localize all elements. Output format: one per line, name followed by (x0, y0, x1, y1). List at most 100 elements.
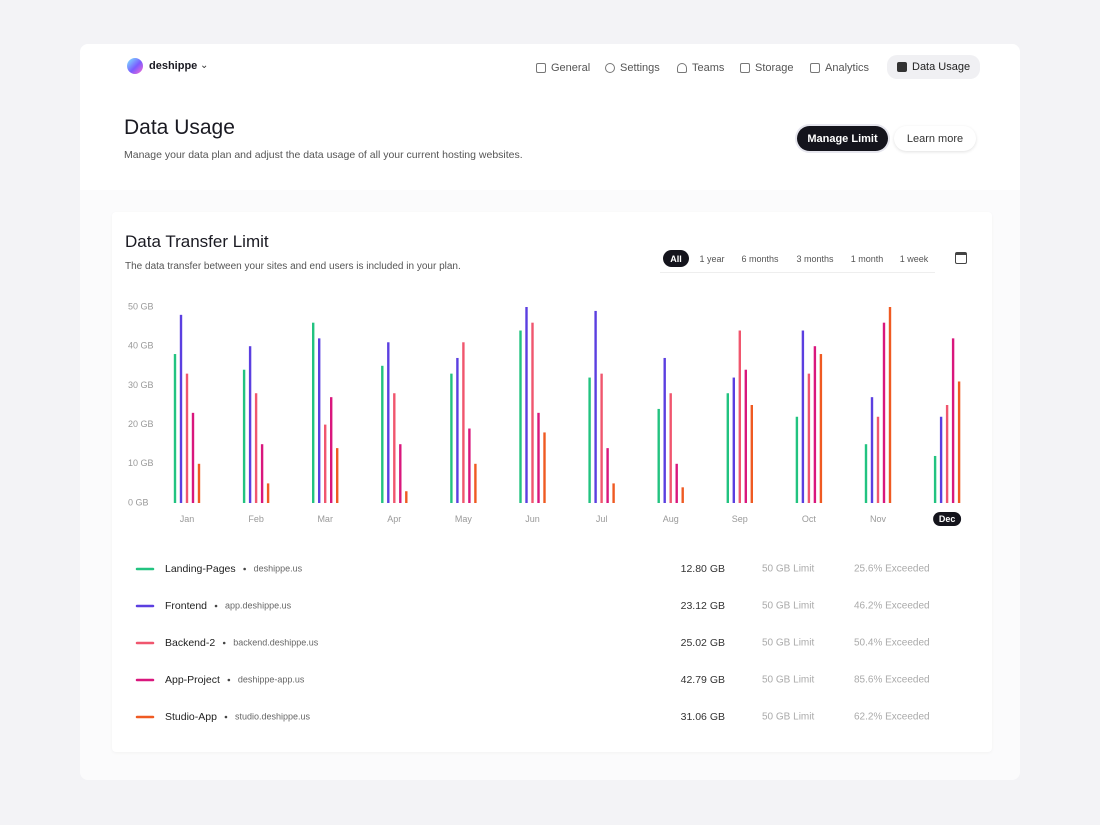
legend-name: Landing-Pages (165, 563, 236, 575)
filter-option[interactable]: 3 months (796, 253, 834, 264)
bar (242, 369, 246, 503)
usage: 31.06 GB (681, 711, 725, 723)
bar (594, 310, 597, 503)
nav-icon (897, 62, 907, 72)
bar (381, 365, 384, 503)
bar (750, 405, 753, 503)
y-tick-label: 30 GB (128, 380, 154, 390)
legend-domain: deshippe-app.us (238, 674, 305, 684)
bar (612, 483, 615, 503)
separator-dot (222, 641, 226, 645)
x-tick-label: Mar (317, 514, 333, 524)
bar (318, 338, 321, 503)
separator-dot (227, 678, 231, 682)
usage: 23.12 GB (681, 600, 725, 612)
x-tick-label: Sep (732, 514, 748, 524)
legend-name: Backend-2 (165, 637, 215, 649)
nav-icon (677, 63, 687, 73)
bar (191, 412, 195, 503)
filter-option[interactable]: 1 month (850, 253, 884, 264)
usage: 42.79 GB (681, 674, 725, 686)
bar (600, 373, 603, 503)
filter-option[interactable]: 1 week (899, 253, 929, 264)
bar (819, 354, 823, 503)
bar (888, 307, 892, 503)
bar (726, 393, 729, 503)
bar (387, 342, 390, 503)
limit: 50 GB Limit (762, 675, 814, 686)
nav-icon (536, 63, 546, 73)
bar (870, 397, 874, 503)
y-tick-label: 40 GB (128, 341, 154, 351)
bar (543, 432, 546, 503)
x-tick-label: Feb (248, 514, 264, 524)
limit: 50 GB Limit (762, 601, 814, 612)
x-tick-highlight (933, 512, 962, 526)
y-tick-label: 50 GB (128, 301, 154, 311)
bar (324, 424, 327, 503)
bar (681, 487, 684, 503)
nav-item[interactable]: Analytics (810, 58, 869, 78)
legend-domain: deshippe.us (254, 563, 303, 573)
legend-domain: backend.deshippe.us (233, 637, 319, 647)
bar (663, 357, 666, 503)
bar (519, 330, 522, 503)
legend-name: App-Project (165, 674, 220, 686)
bar (197, 463, 201, 503)
nav-item[interactable]: Settings (605, 58, 660, 78)
nav-item[interactable]: Teams (677, 58, 724, 78)
bar (945, 405, 949, 503)
bar (336, 448, 339, 503)
time-filter-bar (660, 249, 935, 273)
panel-title: Data Transfer Limit (125, 232, 269, 251)
separator-dot (214, 604, 218, 608)
nav-label: Data Usage (912, 61, 971, 73)
nav-label: Teams (692, 62, 725, 74)
bar (531, 322, 534, 503)
limit: 50 GB Limit (762, 638, 814, 649)
filter-option[interactable]: 1 year (699, 253, 725, 264)
nav-label: Storage (755, 62, 794, 74)
nav-label: Analytics (825, 62, 870, 74)
bar (813, 346, 817, 503)
legend-name: Frontend (165, 600, 207, 612)
page-title: Data Usage (124, 116, 235, 139)
bar (675, 463, 678, 503)
bar (393, 393, 396, 503)
learn-more-button[interactable]: Learn more (894, 126, 976, 151)
usage: 25.02 GB (681, 637, 725, 649)
bar (330, 397, 333, 503)
usage: 12.80 GB (681, 563, 725, 575)
brand-name[interactable]: deshippe (149, 60, 198, 72)
nav-item[interactable]: General (536, 58, 590, 78)
bar (795, 416, 799, 503)
exceeded: 50.4% Exceeded (854, 638, 930, 649)
bar (951, 338, 955, 503)
bar (876, 416, 880, 503)
bar (606, 448, 609, 503)
nav-item[interactable]: Storage (740, 58, 794, 78)
filter-selected[interactable]: All (663, 250, 689, 267)
chart-panel (112, 212, 992, 752)
nav-label: Settings (620, 62, 660, 74)
bar (537, 412, 540, 503)
x-tick-label: Oct (802, 514, 817, 524)
bar (450, 373, 453, 503)
bar (957, 381, 961, 503)
bar (173, 354, 177, 503)
bar (312, 322, 315, 503)
bar (260, 444, 264, 503)
bar (462, 342, 465, 503)
calendar-icon[interactable] (955, 252, 967, 264)
filter-option[interactable]: 6 months (741, 253, 779, 264)
bar (882, 322, 886, 503)
x-tick-label: Jan (180, 514, 195, 524)
bar (738, 330, 741, 503)
page-subtitle: Manage your data plan and adjust the dat… (124, 149, 523, 161)
x-tick-label: Jul (596, 514, 608, 524)
manage-limit-button[interactable]: Manage Limit (797, 126, 888, 151)
bar (939, 416, 943, 503)
brand-caret: ⌄ (200, 60, 209, 71)
nav-item-active[interactable]: Data Usage (887, 55, 981, 79)
